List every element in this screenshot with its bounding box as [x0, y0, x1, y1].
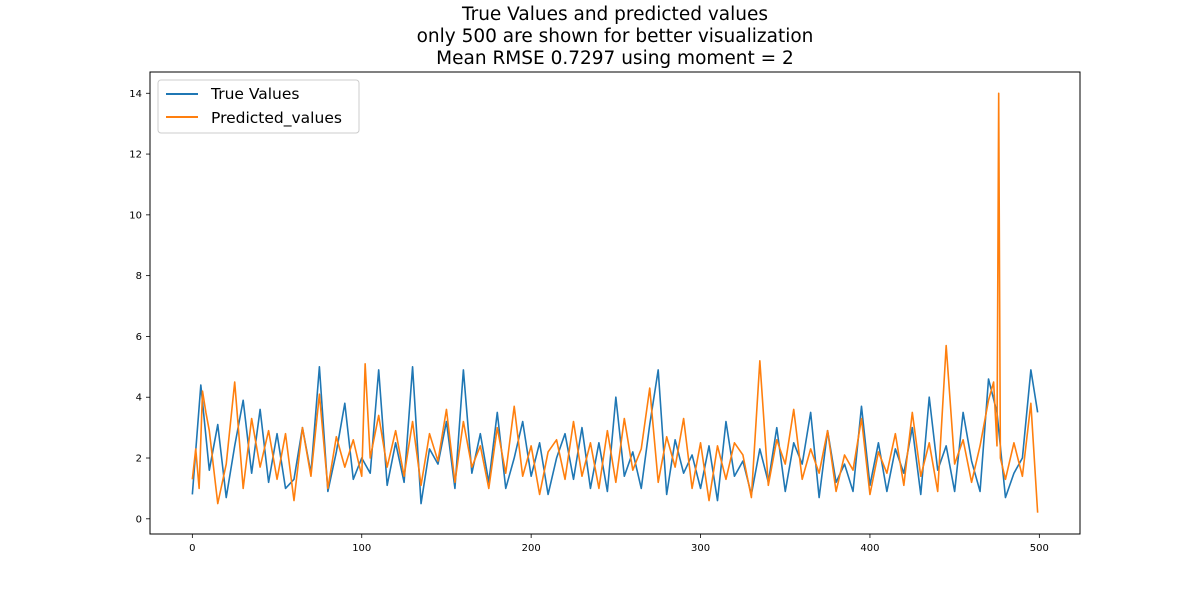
- x-tick-label: 400: [860, 543, 879, 554]
- series-line-true-values: [191, 366, 1039, 505]
- y-tick-label: 0: [136, 514, 142, 525]
- x-tick-label: 100: [352, 543, 371, 554]
- series-line-predicted-values: [191, 92, 1039, 513]
- x-tick-label: 500: [1030, 543, 1049, 554]
- y-tick-label: 6: [136, 332, 142, 343]
- y-tick-label: 12: [129, 150, 142, 161]
- x-axis: 0 100 200 300 400 500: [189, 534, 1049, 554]
- plot-area: [149, 71, 1081, 535]
- axes-frame: [149, 71, 1081, 535]
- chart-title-line-1: True Values and predicted values: [461, 4, 768, 25]
- legend-label-predicted-values: Predicted_values: [211, 109, 342, 128]
- legend-label-true-values: True Values: [210, 85, 300, 103]
- y-tick-label: 10: [129, 210, 142, 221]
- chart-title-line-2: only 500 are shown for better visualizat…: [417, 26, 814, 47]
- y-tick-label: 14: [129, 89, 142, 100]
- y-tick-label: 8: [136, 271, 142, 282]
- x-tick-label: 200: [522, 543, 541, 554]
- y-axis: 0 2 4 6 8 10 12 14: [129, 89, 150, 525]
- y-tick-label: 2: [136, 454, 142, 465]
- x-tick-label: 0: [189, 543, 195, 554]
- y-tick-label: 4: [136, 393, 142, 404]
- legend-box: [157, 79, 360, 134]
- chart-title: True Values and predicted values only 50…: [417, 4, 814, 69]
- legend: True Values Predicted_values: [157, 79, 360, 134]
- x-tick-label: 300: [691, 543, 710, 554]
- series-layer: [191, 92, 1039, 513]
- chart-title-line-3: Mean RMSE 0.7297 using moment = 2: [436, 48, 794, 69]
